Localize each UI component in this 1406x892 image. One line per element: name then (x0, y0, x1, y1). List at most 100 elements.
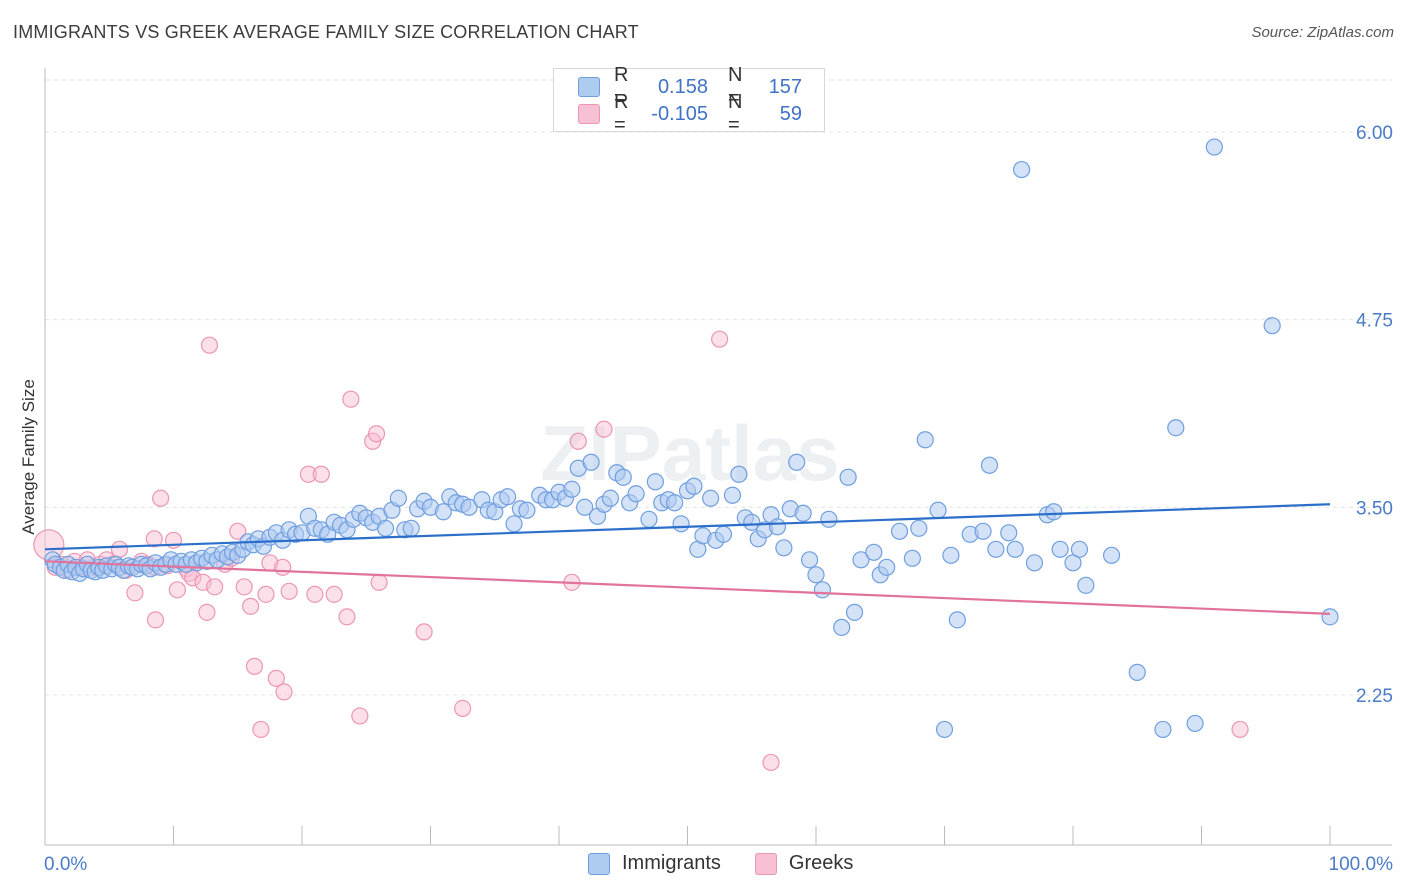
immigrants-point (582, 453, 600, 471)
immigrants-point (1186, 714, 1204, 733)
r-value: 0.158 (657, 75, 708, 98)
immigrants-point (1006, 540, 1024, 558)
immigrants-point (1102, 546, 1121, 564)
immigrants-point (929, 501, 947, 519)
greeks-swatch (578, 104, 600, 124)
series-legend: Immigrants Greeks (588, 852, 887, 875)
greeks-point (146, 611, 165, 629)
immigrants-point (935, 720, 954, 739)
greeks-point (257, 585, 275, 603)
n-label: N = (728, 91, 743, 136)
greeks-point (306, 585, 324, 603)
immigrants-point (845, 603, 864, 621)
immigrants-point (1045, 503, 1063, 521)
immigrants-point (1263, 317, 1281, 335)
greeks-point (1231, 720, 1249, 739)
greeks-point (338, 608, 356, 626)
y-tick-label: 2.25 (1356, 686, 1393, 707)
source-label: Source: ZipAtlas.com (1251, 24, 1394, 41)
n-value: 59 (779, 102, 802, 125)
greeks-point (325, 585, 343, 603)
greeks-point (145, 530, 163, 548)
immigrants-point (788, 453, 806, 471)
greeks-point (229, 522, 247, 540)
immigrants-point (1077, 576, 1095, 594)
greeks-point (235, 578, 253, 596)
immigrants-point (1167, 419, 1185, 437)
y-axis-label: Average Family Size (19, 379, 38, 535)
immigrants-point (852, 551, 870, 569)
immigrants-point (910, 519, 928, 537)
trend-lines (44, 503, 1331, 615)
y-tick-labels: 2.25 3.50 4.75 6.00 (1356, 123, 1393, 707)
legend-label-immigrants: Immigrants (622, 852, 721, 874)
x-tick-labels: 0.0% 100.0% (44, 854, 1393, 875)
immigrants-point (1025, 554, 1044, 572)
immigrants-point (1154, 720, 1172, 739)
stats-legend: R = 0.158 N = 157 R = -0.105 N = 59 (553, 64, 825, 136)
n-label: N = (728, 64, 743, 109)
immigrants-point (505, 515, 523, 533)
immigrants-point (376, 519, 395, 537)
immigrants-point (833, 618, 851, 636)
immigrants-point (916, 431, 934, 449)
immigrants-point (775, 539, 793, 557)
greeks-point (762, 753, 780, 772)
greeks-point (454, 699, 472, 718)
greeks-point (152, 489, 170, 507)
immigrants-point (434, 503, 452, 521)
immigrants-trend-line (44, 503, 1331, 551)
greeks-point (595, 420, 613, 438)
immigrants-point (402, 519, 420, 537)
immigrants-point (890, 522, 909, 540)
greeks-point (370, 573, 388, 591)
greeks-point (367, 425, 386, 443)
greeks-trend-line (44, 560, 1331, 615)
immigrants-point (640, 510, 658, 528)
immigrants-point (646, 473, 664, 491)
immigrants-point (714, 525, 733, 543)
legend-item-greeks: Greeks (754, 852, 854, 875)
greeks-point (252, 720, 270, 739)
immigrants-point (730, 465, 748, 483)
immigrants-point (1321, 608, 1339, 626)
greeks-point (275, 683, 293, 701)
immigrants-point (518, 501, 536, 519)
greeks-point (312, 465, 330, 483)
immigrants-point (1070, 540, 1089, 558)
immigrants-point (807, 566, 825, 584)
y-tick-label: 3.50 (1356, 498, 1393, 519)
immigrants-point (1205, 138, 1223, 156)
greeks-point (711, 330, 729, 348)
legend-row-immigrants: R = 0.158 N = 157 (578, 64, 802, 109)
greeks-swatch (754, 852, 777, 875)
greeks-point (168, 581, 186, 599)
axes (44, 68, 1392, 846)
greeks-point (569, 432, 587, 450)
immigrants-point (685, 477, 703, 495)
greeks-point (200, 336, 219, 354)
legend-row-greeks: R = -0.105 N = 59 (578, 91, 802, 136)
immigrants-point (948, 611, 966, 629)
r-label: R = (614, 91, 629, 136)
immigrants-point (627, 485, 645, 503)
greeks-point (206, 578, 224, 596)
y-tick-label: 6.00 (1356, 123, 1393, 144)
immigrants-point (1128, 663, 1146, 681)
immigrants-point (980, 456, 999, 474)
x-tick-label: 100.0% (1329, 854, 1394, 875)
immigrants-point (563, 480, 581, 498)
immigrants-point (601, 489, 620, 507)
immigrants-point (768, 518, 787, 536)
r-value: -0.105 (651, 102, 708, 125)
greeks-point (415, 623, 433, 641)
r-label: R = (614, 64, 629, 109)
immigrants-point (839, 468, 857, 486)
greeks-point (242, 597, 260, 615)
greeks-point (126, 584, 144, 602)
immigrants-swatch (578, 77, 600, 97)
immigrants-point (1012, 160, 1031, 179)
immigrants-point (672, 515, 690, 533)
legend-label-greeks: Greeks (788, 852, 854, 874)
